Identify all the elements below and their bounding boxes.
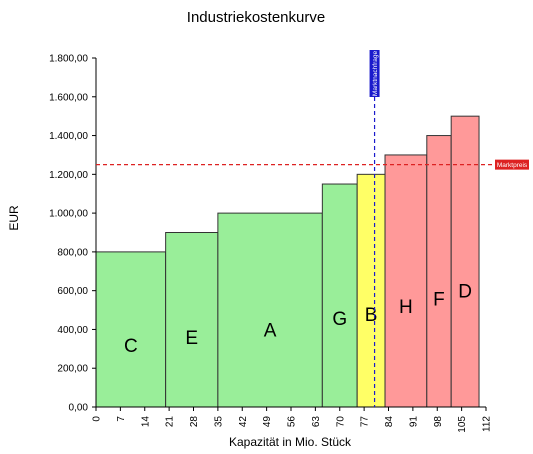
- y-tick-label: 600,00: [57, 286, 88, 297]
- bar-a: [217, 212, 323, 408]
- x-tick-label: 14: [140, 416, 151, 428]
- y-tick-label: 800,00: [57, 247, 88, 258]
- x-tick-label: 21: [165, 416, 176, 428]
- x-tick-label: 28: [189, 416, 200, 428]
- market-price-label: Marktpreis: [497, 162, 528, 169]
- market-demand-tag: [369, 50, 380, 97]
- bar-e: [165, 232, 219, 408]
- x-tick-label: 49: [262, 416, 273, 428]
- chart-title: Industriekostenkurve: [187, 9, 325, 26]
- x-tick-label: 105: [457, 416, 468, 433]
- bar-label-g: G: [332, 309, 347, 330]
- bar-h: [384, 154, 428, 408]
- bar-label-c: C: [124, 336, 138, 357]
- y-tick-label: 1.800,00: [49, 54, 88, 65]
- bar-label-d: D: [458, 282, 472, 303]
- market-price-tag: [495, 159, 529, 170]
- bar-d: [450, 115, 480, 408]
- x-tick-label: 70: [335, 416, 346, 428]
- x-tick-label: 63: [311, 416, 322, 428]
- x-axis-label: Kapazität in Mio. Stück: [229, 435, 352, 449]
- x-tick-label: 35: [213, 416, 224, 428]
- x-tick-label: 112: [482, 416, 493, 432]
- y-tick-label: 1.200,00: [49, 170, 88, 181]
- axes-layer: 0,00 200,00 400,00 600,00 800,00 1.000,00 1.20…: [49, 54, 492, 433]
- market-demand-label: Marktnachfrage: [372, 51, 379, 97]
- y-axis-label: EUR: [7, 205, 21, 231]
- bar-f: [426, 135, 452, 408]
- bar-c: [95, 251, 167, 408]
- bar-label-a: A: [264, 320, 277, 341]
- bar-b: [356, 173, 386, 408]
- x-tick-label: 91: [408, 416, 419, 428]
- bar-label-b: B: [365, 305, 378, 326]
- y-tick-label: 1.000,00: [49, 209, 88, 220]
- bar-g: [321, 183, 358, 408]
- y-tick-label: 1.400,00: [49, 131, 88, 142]
- x-tick-label: 84: [384, 416, 395, 428]
- x-tick-label: 56: [287, 416, 298, 428]
- bar-label-h: H: [399, 297, 413, 318]
- y-tick-label: 200,00: [57, 364, 88, 375]
- x-tick-label: 77: [360, 416, 371, 428]
- x-tick-label: 0: [92, 416, 103, 422]
- bars-layer: C E A G B H F D: [95, 115, 480, 408]
- y-tick-label: 1.600,00: [49, 92, 88, 103]
- bar-label-f: F: [433, 289, 445, 310]
- bar-label-e: E: [185, 328, 198, 349]
- reference-lines-layer: Marktpreis Marktnachfrage: [96, 50, 529, 407]
- x-tick-label: 7: [116, 416, 127, 422]
- y-tick-label: 0,00: [69, 403, 89, 414]
- x-tick-label: 98: [433, 416, 444, 428]
- y-tick-label: 400,00: [57, 325, 88, 336]
- x-tick-label: 42: [238, 416, 249, 428]
